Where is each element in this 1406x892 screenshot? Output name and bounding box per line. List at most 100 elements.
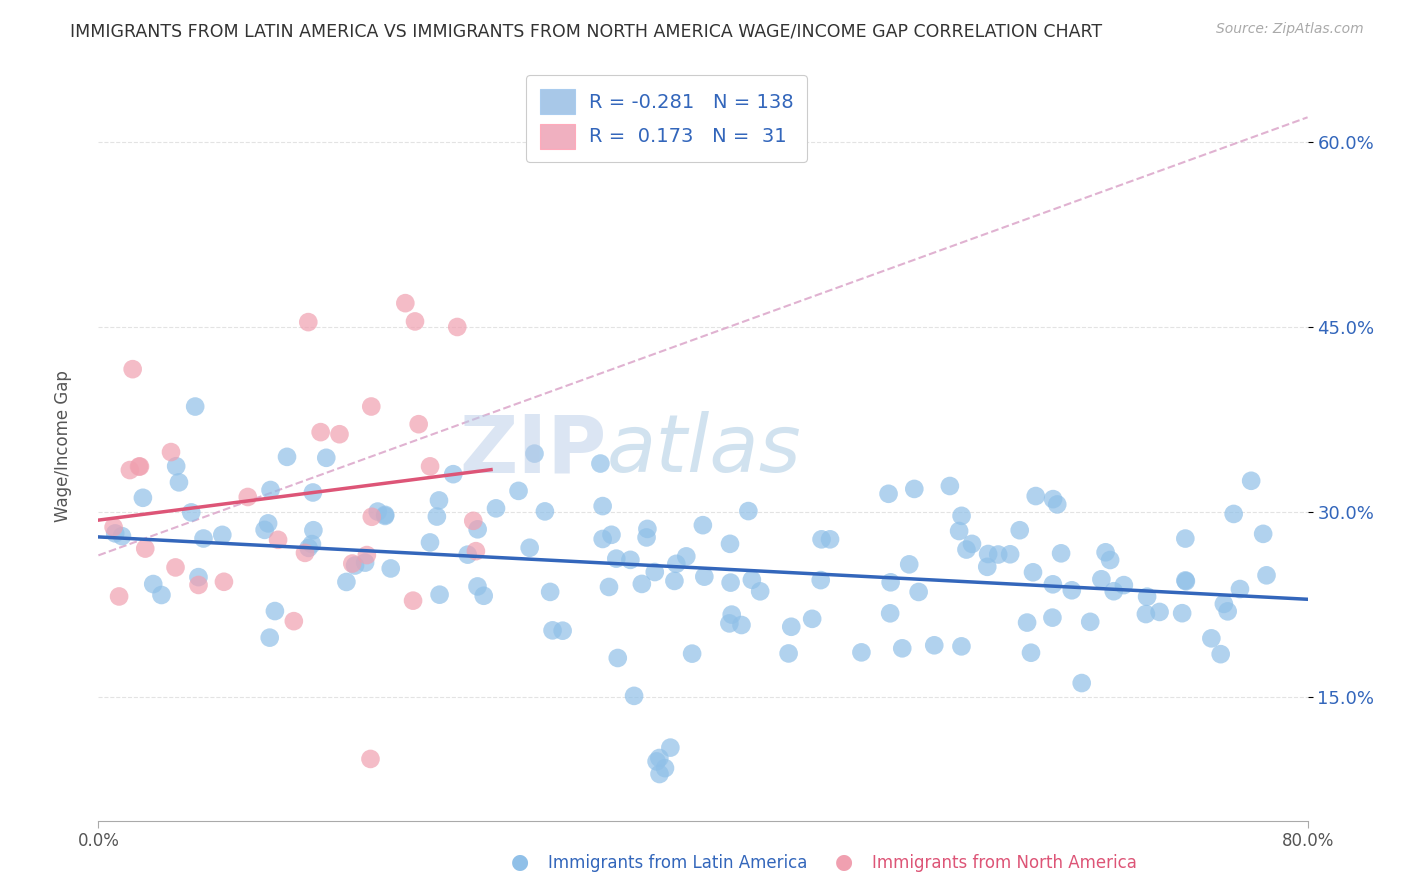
Point <box>810 573 832 587</box>
Point <box>1050 546 1073 560</box>
Point <box>134 541 156 556</box>
Point <box>1022 566 1045 580</box>
Point <box>606 651 628 665</box>
Point <box>142 577 165 591</box>
Point <box>1008 523 1031 537</box>
Point <box>429 588 451 602</box>
Point <box>1102 584 1125 599</box>
Point <box>111 529 134 543</box>
Point <box>1090 572 1112 586</box>
Point <box>592 499 614 513</box>
Point <box>160 445 183 459</box>
Point <box>1112 578 1135 592</box>
Point <box>297 315 319 329</box>
Point <box>692 518 714 533</box>
Text: ●: ● <box>835 853 852 872</box>
Point <box>419 459 441 474</box>
Point <box>212 574 235 589</box>
Point <box>1201 632 1223 646</box>
Point <box>259 483 281 497</box>
Point <box>1216 604 1239 618</box>
Point <box>749 584 772 599</box>
Point <box>402 593 425 607</box>
Point <box>302 523 325 537</box>
Point <box>939 479 962 493</box>
Point <box>648 751 671 765</box>
Point <box>360 509 382 524</box>
Point <box>1019 646 1042 660</box>
Point <box>1174 574 1197 588</box>
Point <box>907 585 929 599</box>
Point <box>298 541 321 555</box>
Point <box>150 588 173 602</box>
Point <box>718 537 741 551</box>
Text: IMMIGRANTS FROM LATIN AMERICA VS IMMIGRANTS FROM NORTH AMERICA WAGE/INCOME GAP C: IMMIGRANTS FROM LATIN AMERICA VS IMMIGRA… <box>70 22 1102 40</box>
Point <box>380 561 402 575</box>
Point <box>675 549 697 564</box>
Point <box>737 504 759 518</box>
Text: Source: ZipAtlas.com: Source: ZipAtlas.com <box>1216 22 1364 37</box>
Point <box>354 556 377 570</box>
Point <box>948 524 970 538</box>
Point <box>184 400 207 414</box>
Point <box>636 522 658 536</box>
Point <box>1171 606 1194 620</box>
Text: Immigrants from Latin America: Immigrants from Latin America <box>548 855 807 872</box>
Point <box>236 490 259 504</box>
Point <box>636 531 658 545</box>
Point <box>534 504 557 518</box>
Point <box>374 508 396 523</box>
Point <box>801 612 824 626</box>
Point <box>404 314 426 328</box>
Point <box>446 320 468 334</box>
Point <box>464 544 486 558</box>
Point <box>541 624 564 638</box>
Point <box>132 491 155 505</box>
Point <box>302 485 325 500</box>
Point <box>592 532 614 546</box>
Point <box>664 574 686 588</box>
Point <box>720 575 742 590</box>
Point <box>519 541 541 555</box>
Legend: R = -0.281   N = 138, R =  0.173   N =  31: R = -0.281 N = 138, R = 0.173 N = 31 <box>526 75 807 162</box>
Point <box>394 296 416 310</box>
Point <box>681 647 703 661</box>
Point <box>301 537 323 551</box>
Point <box>508 483 530 498</box>
Point <box>1251 526 1274 541</box>
Point <box>551 624 574 638</box>
Point <box>1136 590 1159 604</box>
Point <box>467 579 489 593</box>
Point <box>267 533 290 547</box>
Point <box>1025 489 1047 503</box>
Point <box>118 463 141 477</box>
Point <box>328 427 350 442</box>
Point <box>950 508 973 523</box>
Point <box>467 522 489 536</box>
Point <box>1240 474 1263 488</box>
Point <box>180 505 202 519</box>
Point <box>1042 492 1064 507</box>
Point <box>457 548 479 562</box>
Point <box>1149 605 1171 619</box>
Point <box>623 689 645 703</box>
Point <box>356 548 378 562</box>
Point <box>441 467 464 482</box>
Point <box>1222 507 1244 521</box>
Point <box>960 537 983 551</box>
Point <box>1042 610 1064 624</box>
Point <box>167 475 190 490</box>
Point <box>903 482 925 496</box>
Point <box>538 585 561 599</box>
Point <box>276 450 298 464</box>
Point <box>600 528 623 542</box>
Point <box>374 508 396 522</box>
Point <box>644 565 666 579</box>
Point <box>121 362 143 376</box>
Point <box>851 645 873 659</box>
Point <box>360 752 382 766</box>
Point <box>987 548 1010 562</box>
Point <box>879 575 901 590</box>
Point <box>630 577 652 591</box>
Point <box>810 533 832 547</box>
